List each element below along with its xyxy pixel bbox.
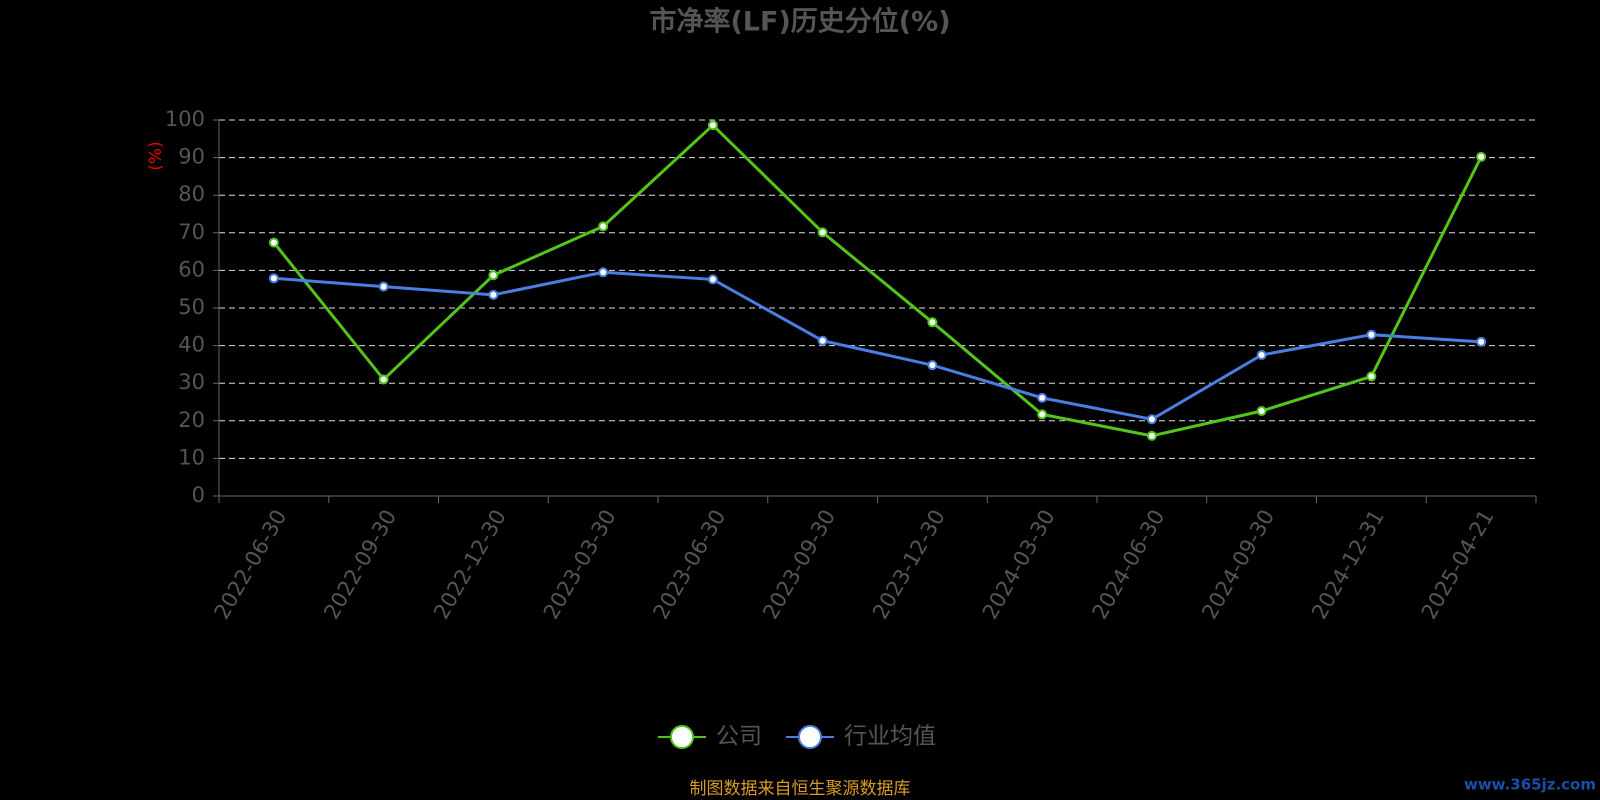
y-axis-label: (%)	[146, 141, 166, 170]
legend-marker	[670, 725, 694, 749]
data-point	[1366, 329, 1377, 340]
data-point	[1476, 336, 1487, 347]
y-tick-label: 50	[178, 295, 205, 319]
data-point	[817, 335, 828, 346]
y-tick-label: 60	[178, 257, 205, 281]
data-point	[1037, 392, 1048, 403]
data-point	[378, 281, 389, 292]
data-point	[1146, 430, 1157, 441]
data-point	[488, 270, 499, 281]
y-tick-label: 70	[178, 220, 205, 244]
y-tick-label: 30	[178, 370, 205, 394]
data-point	[1146, 414, 1157, 425]
data-point	[488, 289, 499, 300]
y-tick-label: 100	[165, 107, 205, 131]
source-note: 制图数据来自恒生聚源数据库	[690, 779, 911, 799]
legend-label: 公司	[716, 724, 762, 750]
y-tick-label: 10	[178, 445, 205, 469]
data-point	[1366, 371, 1377, 382]
legend-marker	[798, 725, 822, 749]
y-tick-label: 40	[178, 333, 205, 357]
data-point	[707, 120, 718, 131]
data-point	[1037, 409, 1048, 420]
data-point	[268, 237, 279, 248]
y-tick-label: 0	[192, 483, 205, 507]
data-point	[598, 267, 609, 278]
data-point	[1256, 350, 1267, 360]
data-point	[1256, 406, 1267, 417]
y-tick-label: 90	[178, 145, 205, 169]
data-point	[927, 317, 938, 328]
y-tick-label: 20	[178, 408, 205, 432]
data-point	[268, 273, 279, 284]
data-point	[378, 374, 389, 385]
y-tick-label: 80	[178, 182, 205, 206]
chart-title: 市净率(LF)历史分位(%)	[649, 6, 950, 38]
data-point	[707, 274, 718, 285]
data-point	[817, 227, 828, 238]
series-line	[273, 270, 1482, 421]
data-point	[927, 360, 938, 371]
legend-label: 行业均值	[844, 724, 936, 750]
data-point	[598, 221, 609, 232]
watermark: www.365jz.com	[1464, 776, 1596, 794]
data-point	[1476, 151, 1487, 162]
